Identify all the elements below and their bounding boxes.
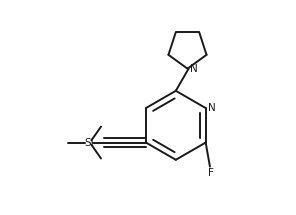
Text: N: N	[208, 103, 216, 113]
Text: F: F	[208, 168, 214, 178]
Text: Si: Si	[84, 138, 94, 147]
Text: N: N	[190, 64, 198, 74]
